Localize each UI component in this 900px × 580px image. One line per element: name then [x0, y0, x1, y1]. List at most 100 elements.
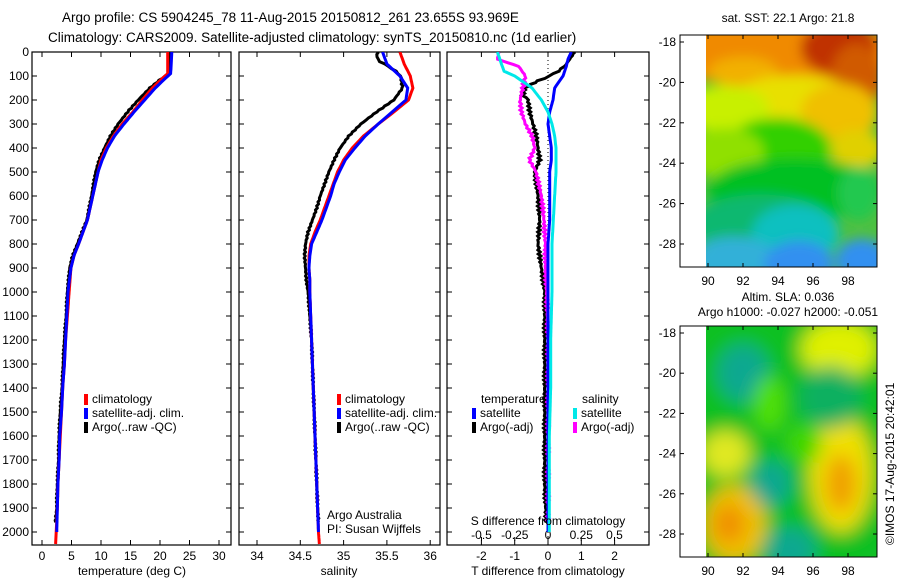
sst-map-title: sat. SST: 22.1 Argo: 21.8: [722, 11, 855, 25]
legend-label: Argo(..raw -QC): [345, 420, 430, 434]
depth-tick-label: 200: [9, 93, 29, 107]
legend-label: Argo(-adj): [480, 420, 533, 434]
depth-tick-label: 300: [9, 117, 29, 131]
s-tick-label: 0.25: [570, 528, 594, 542]
x-tick-label: 35: [337, 549, 351, 563]
lon-tick-label: 98: [841, 274, 855, 288]
x-tick-label: 1: [578, 549, 585, 563]
legend-swatch: [573, 422, 577, 433]
lat-tick-label: -18: [659, 326, 677, 340]
map-blob: [706, 430, 750, 477]
lat-tick-label: -22: [659, 406, 677, 420]
map-blob: [764, 526, 817, 557]
lon-tick-label: 90: [701, 564, 715, 578]
x-tick-label: 34: [250, 549, 264, 563]
temperature-argo-line: [518, 52, 577, 524]
depth-tick-label: 1900: [2, 501, 29, 515]
legend-label: satellite: [480, 406, 521, 420]
lon-tick-label: 96: [806, 274, 820, 288]
map-blob: [800, 83, 877, 142]
depth-tick-label: 1700: [2, 453, 29, 467]
map-blob: [800, 326, 877, 379]
s-tick-label: -0.5: [471, 528, 492, 542]
temperature-frame: [31, 51, 232, 546]
map-blob: [799, 366, 862, 429]
legend-swatch: [84, 408, 88, 419]
difference-xlabel-top: S difference from climatology: [471, 514, 626, 528]
lat-tick-label: -28: [659, 527, 677, 541]
map-blob: [716, 343, 770, 403]
temperature-line-argo: [53, 52, 172, 523]
x-tick-label: 0: [39, 549, 46, 563]
lat-tick-label: -20: [659, 366, 677, 380]
difference-panel: -2 -1 0 1 2-0.5 -0.25 0 0.25 0.5temperaturesatel…: [446, 51, 650, 563]
lat-tick-label: -24: [659, 447, 677, 461]
x-tick-label: 2: [611, 549, 618, 563]
pi-label: PI: Susan Wijffels: [327, 522, 421, 536]
x-tick-label: 5: [68, 549, 75, 563]
lon-tick-label: 98: [841, 564, 855, 578]
depth-tick-label: 1400: [2, 381, 29, 395]
legend-label: satellite-adj. clim.: [92, 406, 184, 420]
legend-label: satellite: [581, 406, 622, 420]
depth-tick-label: 1600: [2, 429, 29, 443]
temperature-traces: [53, 52, 174, 545]
figure-title-line2: Climatology: CARS2009. Satellite-adjuste…: [48, 30, 576, 45]
map-blob: [835, 238, 877, 267]
s-tick-label: -0.25: [501, 528, 529, 542]
legend-swatch: [337, 422, 341, 433]
salinity-traces: [302, 52, 415, 545]
map-blob: [786, 424, 822, 464]
legend-swatch: [84, 422, 88, 433]
x-tick-label: 10: [94, 549, 108, 563]
sla-map-title-line1: Altim. SLA: 0.036: [742, 290, 835, 304]
x-tick-label: 25: [183, 549, 197, 563]
depth-tick-label: 1000: [2, 285, 29, 299]
lat-tick-label: -24: [659, 156, 677, 170]
figure-title-line1: Argo profile: CS 5904245_78 11-Aug-2015 …: [62, 10, 519, 25]
legend-swatch: [337, 408, 341, 419]
map-blobs: [706, 35, 877, 267]
x-tick-label: 0: [545, 549, 552, 563]
lon-tick-label: 96: [806, 564, 820, 578]
legend-swatch: [84, 394, 88, 405]
x-tick-label: -1: [509, 549, 520, 563]
x-tick-label: 20: [153, 549, 167, 563]
legend-label: satellite-adj. clim.: [345, 406, 437, 420]
salinity-xlabel: salinity: [321, 564, 358, 578]
s-tick-label: 0: [545, 528, 552, 542]
depth-tick-label: 1300: [2, 357, 29, 371]
legend-label: climatology: [345, 392, 405, 406]
salinity-satellite-line: [496, 52, 558, 532]
lat-tick-label: -26: [659, 487, 677, 501]
legend-label: Argo(..raw -QC): [92, 420, 177, 434]
lat-tick-label: -22: [659, 116, 677, 130]
depth-tick-label: 1200: [2, 333, 29, 347]
depth-tick-label: 800: [9, 237, 29, 251]
depth-tick-label: 400: [9, 141, 29, 155]
map-blob: [706, 85, 770, 133]
legend-label: Argo(-adj): [581, 420, 634, 434]
temperature-line-satellite-adj: [55, 52, 174, 532]
lat-tick-label: -18: [659, 35, 677, 49]
salinity-panel: 34 34.5 35 35.5 36 climatologysatellite-adj. …: [238, 51, 441, 563]
map-blob: [713, 504, 745, 544]
x-tick-label: 36: [424, 549, 438, 563]
map-blob: [753, 376, 785, 431]
difference-traces: [496, 52, 577, 532]
x-tick-label: 34.5: [289, 549, 313, 563]
map-blob: [750, 460, 792, 508]
temperature-panel: 0100200300400500600700800900100011001200…: [2, 45, 232, 563]
temperature-xlabel: temperature (deg C): [78, 564, 186, 578]
depth-tick-label: 100: [9, 69, 29, 83]
lon-tick-label: 90: [701, 274, 715, 288]
salinity-frame: [238, 51, 441, 546]
legend-title-temperature: temperature: [481, 392, 546, 406]
map-blobs: [706, 326, 877, 557]
depth-tick-label: 1100: [3, 309, 29, 323]
difference-xlabel: T difference from climatology: [471, 564, 625, 578]
s-tick-label: 0.5: [606, 528, 623, 542]
legend-swatch: [472, 422, 476, 433]
map-blob: [825, 454, 857, 513]
